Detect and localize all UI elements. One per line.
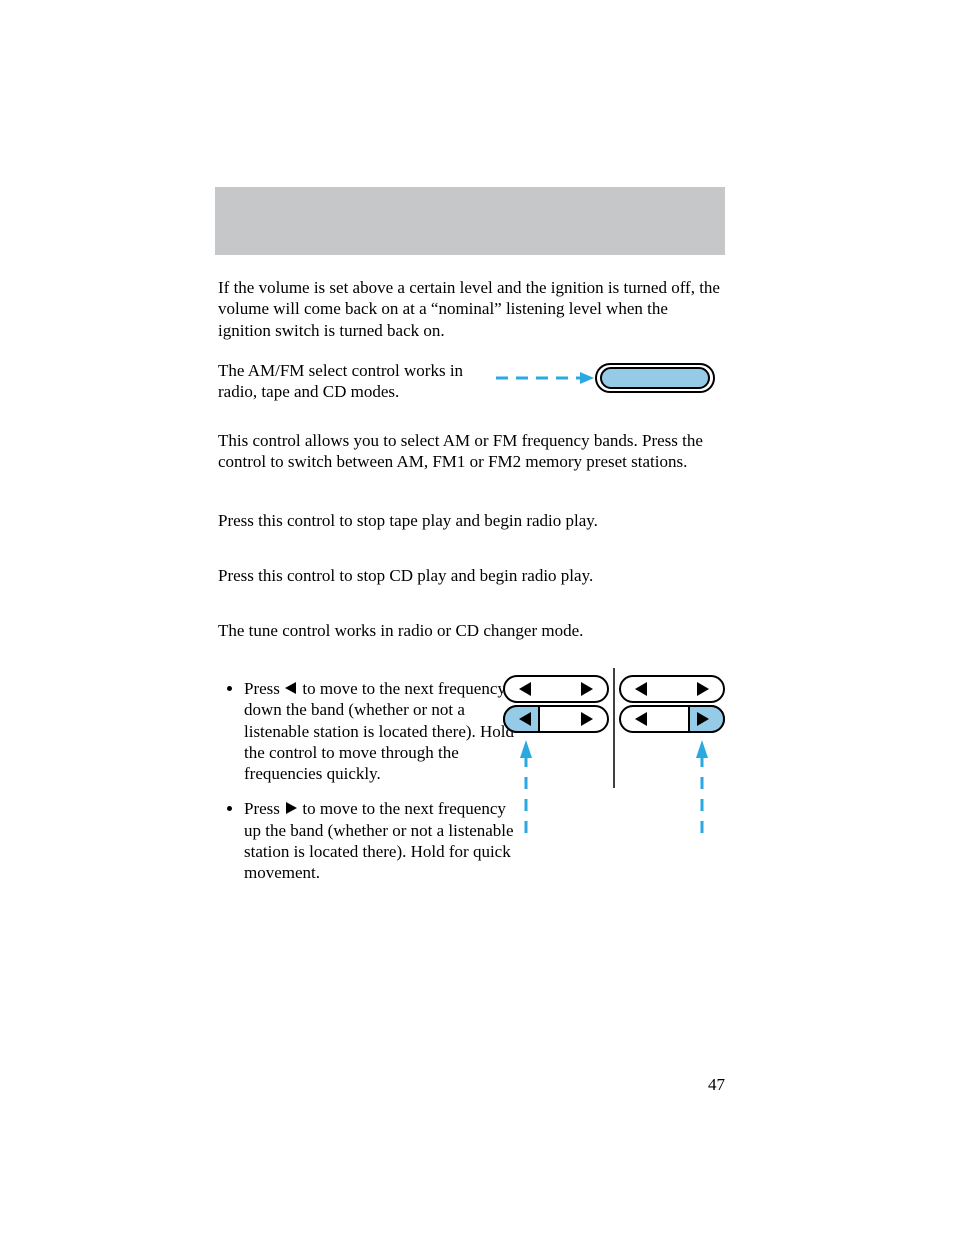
figure-tune-buttons [499,668,729,898]
tune-left-group [504,676,608,833]
paragraph-cd-to-radio: Press this control to stop CD play and b… [218,565,723,586]
amfm-arrow [496,372,594,384]
paragraph-amfm-modes: The AM/FM select control works in radio,… [218,360,488,403]
tune-right-group [620,676,724,833]
triangle-right-icon [284,801,298,815]
bullet1-text-a: Press [244,679,284,698]
bullet-freq-up: Press to move to the next frequency up t… [244,798,516,883]
tune-right-bottom-pill [620,706,724,732]
bullet-freq-down: Press to move to the next frequency down… [244,678,516,784]
tune-instructions-list: Press to move to the next frequency down… [218,678,516,897]
figure-amfm-button [490,358,720,398]
tune-right-arrow [696,740,708,833]
paragraph-volume-nominal: If the volume is set above a certain lev… [218,277,723,341]
tune-left-top-pill [504,676,608,702]
paragraph-amfm-bands: This control allows you to select AM or … [218,430,723,473]
bullet2-text-a: Press [244,799,284,818]
tune-right-top-pill [620,676,724,702]
paragraph-tape-to-radio: Press this control to stop tape play and… [218,510,723,531]
triangle-left-icon [284,681,298,695]
header-banner [215,187,725,255]
tune-left-bottom-pill [504,706,608,732]
tune-left-arrow [520,740,532,833]
page-number: 47 [708,1075,725,1095]
amfm-button [596,364,714,392]
paragraph-tune-mode: The tune control works in radio or CD ch… [218,620,723,641]
